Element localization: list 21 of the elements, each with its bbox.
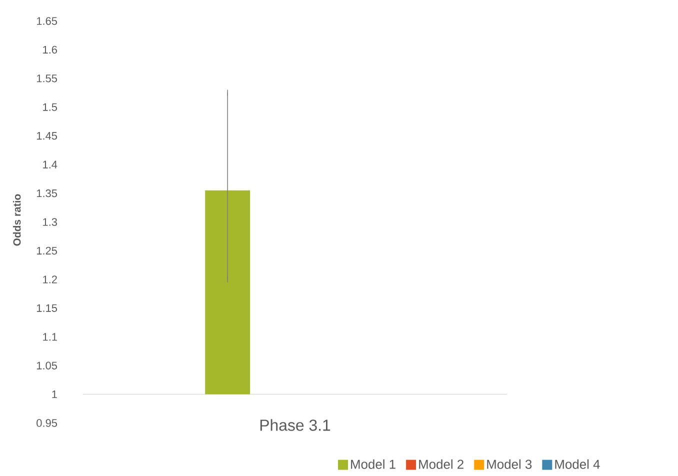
y-tick-label: 1.25 [36,246,58,255]
y-tick-label: 1.35 [36,189,58,198]
y-tick-label: 1.4 [43,160,58,168]
y-tick-label: 1.1 [43,333,57,341]
y-tick-label: 1.55 [36,74,58,82]
legend-label: Model 3 [487,459,532,469]
y-tick-label: 0.95 [36,419,58,427]
y-tick-label: 1.65 [36,17,58,25]
y-tick-label: 1.05 [36,362,58,370]
x-tick-label: Phase 3.1 [260,419,330,431]
y-tick-label: 1.15 [36,304,58,312]
legend-label: Model 4 [555,459,600,469]
y-axis-title: Odds ratio [13,194,21,246]
y-tick-label: 1.2 [43,276,57,284]
y-tick-label: 1.6 [43,46,57,54]
y-tick-label: 1.45 [36,132,58,140]
y-tick-label: 1 [52,390,57,398]
legend-label: Model 1 [351,459,396,469]
legend-label: Model 2 [419,459,464,469]
y-tick-label: 1.5 [43,103,58,111]
y-tick-label: 1.3 [43,218,57,226]
